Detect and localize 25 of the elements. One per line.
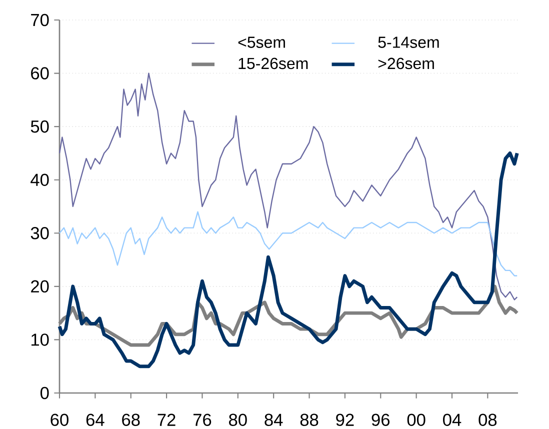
- legend-label: 15-26sem: [238, 58, 308, 70]
- x-tick-label: 92: [336, 414, 354, 426]
- y-tick-label: 30: [30, 227, 49, 240]
- legend-label: <5sem: [238, 36, 285, 48]
- x-tick-label: 72: [158, 414, 176, 426]
- x-tick-label: 04: [443, 414, 462, 426]
- y-tick-label: 50: [30, 120, 49, 133]
- legend-label: 5-14sem: [378, 36, 439, 48]
- x-tick-label: 96: [372, 414, 390, 426]
- x-tick-label: 08: [478, 414, 497, 426]
- y-tick-label: 70: [31, 14, 49, 26]
- x-tick-label: 60: [50, 414, 68, 426]
- y-tick-label: 20: [31, 280, 49, 293]
- x-tick-label: 88: [300, 414, 318, 426]
- y-tick-label: 10: [31, 334, 49, 346]
- x-tick-label: 64: [86, 414, 104, 426]
- x-tick-label: 00: [407, 414, 426, 426]
- y-tick-label: 60: [31, 67, 49, 80]
- y-tick-label: 0: [40, 386, 49, 400]
- x-tick-label: 80: [229, 414, 247, 426]
- legend-label: >26sem: [378, 58, 434, 70]
- x-tick-label: 68: [122, 414, 140, 426]
- y-tick-label: 40: [30, 174, 49, 186]
- x-tick-label: 84: [264, 414, 283, 426]
- x-tick-label: 76: [193, 414, 212, 426]
